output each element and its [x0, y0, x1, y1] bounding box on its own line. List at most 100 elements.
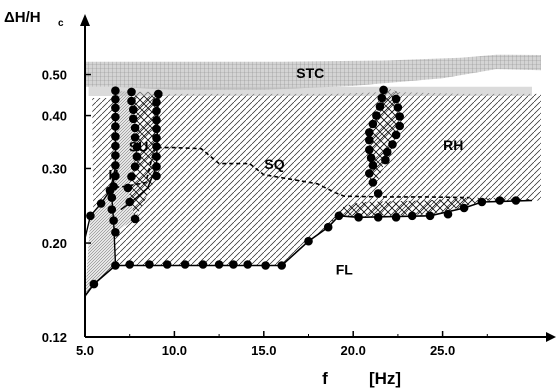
data-point: [107, 205, 117, 214]
region-column-crosshatch: [369, 86, 400, 188]
data-point: [111, 95, 120, 104]
data-point: [368, 178, 378, 187]
data-point: [354, 213, 363, 222]
data-point: [145, 260, 154, 269]
data-point: [375, 102, 385, 111]
data-points: [86, 85, 521, 289]
region-su-crosshatch: [129, 91, 159, 219]
data-point: [152, 171, 161, 181]
data-point: [395, 121, 405, 131]
data-point: [477, 197, 487, 207]
data-point: [89, 279, 99, 289]
data-point: [214, 260, 224, 269]
data-point: [111, 171, 120, 181]
region-label-stc: STC: [296, 65, 324, 81]
data-point: [127, 87, 136, 97]
data-point: [130, 133, 140, 142]
data-point: [125, 260, 134, 269]
data-point: [107, 193, 117, 202]
data-point: [372, 111, 381, 120]
y-tick-label: 0.30: [42, 161, 67, 176]
data-point: [111, 103, 120, 113]
x-tick-label: 20.0: [341, 343, 366, 358]
data-point: [127, 96, 136, 106]
data-point: [132, 142, 142, 152]
data-point: [109, 216, 118, 225]
data-point: [198, 260, 208, 269]
y-tick-label: 0.50: [42, 68, 67, 83]
data-point: [388, 140, 397, 149]
data-point: [111, 132, 120, 141]
data-point: [459, 203, 469, 213]
data-point: [368, 161, 378, 170]
data-point: [495, 196, 505, 205]
data-point: [277, 261, 287, 270]
region-stc-shadow: [88, 86, 532, 96]
data-point: [109, 182, 118, 191]
data-point: [130, 123, 140, 133]
data-point: [365, 128, 374, 137]
data-point: [381, 155, 390, 165]
data-point: [180, 260, 190, 269]
region-label-su: SU: [129, 138, 148, 154]
y-tick-label: 0.12: [42, 330, 67, 345]
data-point: [111, 261, 120, 270]
data-point: [152, 115, 161, 125]
data-point: [243, 260, 252, 269]
data-point: [111, 122, 120, 131]
data-point: [373, 189, 383, 198]
region-labels: STC SU SQ RH H FL: [109, 65, 464, 277]
data-point: [407, 211, 417, 221]
y-tick-label: 0.40: [42, 109, 67, 124]
data-point: [129, 114, 138, 124]
data-point: [123, 183, 133, 193]
x-axis-arrowhead: [546, 332, 556, 342]
x-tick-label: 25.0: [430, 343, 455, 358]
region-stc-band: [85, 54, 541, 90]
data-point: [132, 152, 142, 161]
data-point: [154, 89, 163, 99]
data-point: [111, 112, 120, 122]
data-point: [111, 161, 120, 170]
x-axis-unit: [Hz]: [369, 369, 401, 388]
region-label-fl: FL: [336, 262, 354, 278]
x-tick-label: 10.0: [162, 343, 187, 358]
region-label-rh: RH: [443, 137, 463, 153]
data-point: [365, 145, 374, 155]
data-point: [130, 214, 140, 224]
data-point: [395, 112, 405, 121]
data-point: [368, 119, 378, 129]
data-point: [152, 152, 161, 161]
data-point: [229, 260, 238, 269]
data-point: [111, 228, 120, 237]
data-point: [391, 130, 401, 140]
data-point: [391, 213, 401, 222]
data-point: [391, 94, 401, 104]
data-point: [393, 103, 403, 112]
x-tick-label: 15.0: [251, 343, 276, 358]
data-point: [96, 199, 106, 208]
data-point: [111, 86, 120, 95]
data-point: [152, 124, 161, 134]
data-point: [130, 162, 140, 171]
data-point: [365, 135, 374, 145]
y-axis-arrowhead: [80, 14, 90, 26]
region-transition-crosshatch: [321, 197, 532, 233]
data-point: [111, 141, 120, 151]
data-point: [125, 197, 134, 207]
x-tick-label: 5.0: [76, 343, 94, 358]
axes: 5.0 10.0 15.0 20.0 25.0 0.12 0.20 0.30 0.40 0.50: [42, 14, 556, 358]
data-point: [382, 147, 392, 157]
data-point: [377, 93, 387, 103]
y-tick-label: 0.20: [42, 236, 67, 251]
region-label-h: H: [109, 167, 119, 183]
data-point: [162, 260, 172, 269]
data-point: [379, 85, 388, 95]
data-point: [152, 162, 161, 171]
data-point: [304, 236, 313, 246]
data-point: [127, 172, 136, 181]
x-axis-title: f: [322, 369, 328, 388]
data-point: [111, 151, 120, 160]
data-point: [511, 196, 521, 205]
